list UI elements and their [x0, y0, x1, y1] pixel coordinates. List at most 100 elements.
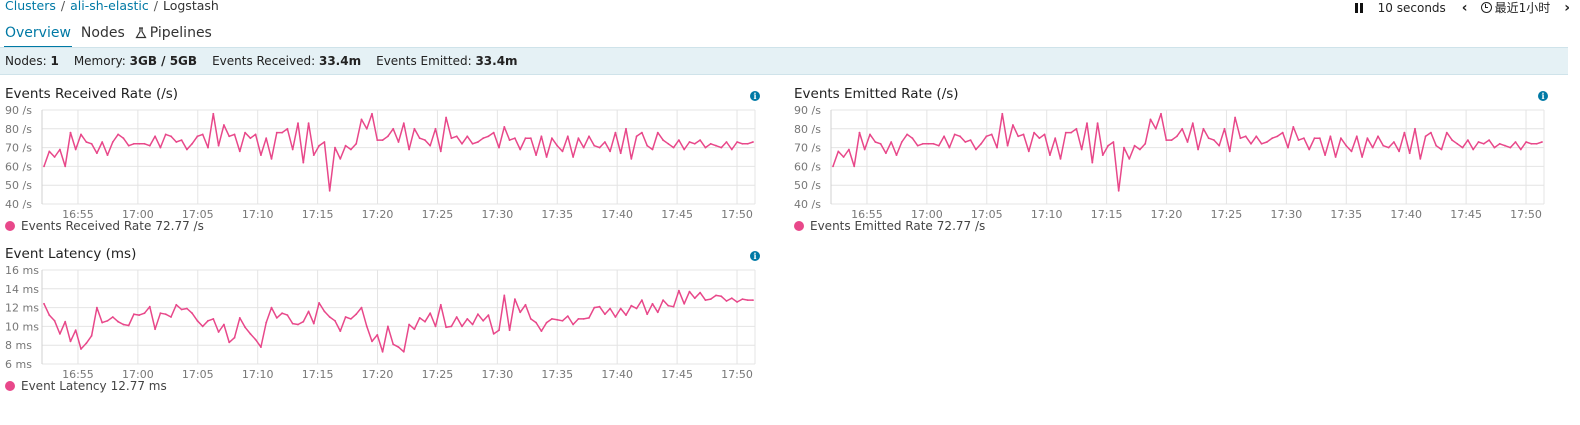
- chevron-left-icon[interactable]: ‹: [1461, 0, 1468, 16]
- data-point: [572, 156, 574, 158]
- data-point: [678, 289, 680, 292]
- data-point: [492, 131, 495, 134]
- refresh-interval[interactable]: 10 seconds: [1377, 0, 1446, 15]
- data-point: [159, 312, 162, 315]
- data-point: [498, 329, 500, 332]
- info-icon[interactable]: i: [750, 251, 760, 261]
- data-point: [106, 154, 109, 156]
- data-point: [566, 315, 569, 317]
- data-point: [297, 122, 299, 125]
- data-point: [1535, 142, 1538, 145]
- data-point: [265, 137, 268, 140]
- data-point: [1324, 154, 1326, 156]
- data-point: [434, 127, 437, 130]
- chevron-right-icon[interactable]: ›: [1564, 0, 1570, 16]
- data-point: [471, 142, 474, 145]
- data-point: [1054, 137, 1057, 140]
- breadcrumb-separator: /: [60, 0, 66, 13]
- stat-events-received: Events Received: 33.4m: [212, 54, 362, 68]
- tab-pipelines[interactable]: Pipelines: [130, 22, 217, 44]
- data-point: [64, 165, 67, 168]
- tab-pipelines-label: Pipelines: [149, 25, 212, 41]
- chart-legend[interactable]: Events Received Rate 72.77 /s: [5, 219, 204, 233]
- data-point: [48, 150, 51, 153]
- data-point: [482, 137, 485, 140]
- data-point: [154, 328, 157, 331]
- data-point: [604, 313, 606, 316]
- data-point: [641, 299, 643, 301]
- data-point: [1419, 158, 1422, 160]
- data-point: [392, 127, 395, 130]
- data-point: [466, 318, 469, 320]
- data-point: [885, 152, 887, 155]
- tab-overview[interactable]: Overview: [0, 22, 76, 48]
- data-point: [111, 316, 114, 318]
- data-point: [948, 146, 951, 149]
- data-point: [53, 156, 56, 158]
- data-point: [96, 306, 98, 309]
- clock-icon: [1480, 2, 1492, 13]
- data-point: [159, 146, 162, 149]
- data-point: [1387, 146, 1390, 149]
- chart-legend[interactable]: Events Emitted Rate 72.77 /s: [794, 219, 985, 233]
- data-point: [985, 135, 988, 138]
- data-point: [249, 137, 252, 140]
- data-point: [1504, 144, 1506, 147]
- data-point: [117, 320, 119, 323]
- data-point: [254, 133, 257, 136]
- data-point: [318, 144, 320, 147]
- data-point: [630, 158, 633, 160]
- breadcrumb-clusters-link[interactable]: Clusters: [5, 0, 56, 13]
- data-point: [1144, 142, 1147, 145]
- breadcrumb-current: Logstash: [162, 0, 219, 13]
- x-tick-label: 16:55: [851, 208, 883, 221]
- data-point: [312, 154, 315, 156]
- chart-panel-events-emitted: Events Emitted Rate (/s) i 40 /s 50 /s 60 …: [794, 85, 1554, 235]
- data-point: [355, 142, 358, 145]
- data-point: [1408, 152, 1411, 155]
- data-point: [170, 135, 172, 138]
- tab-nodes[interactable]: Nodes: [80, 25, 125, 41]
- breadcrumb-cluster-link[interactable]: ali-sh-elastic: [70, 0, 149, 13]
- data-point: [1250, 142, 1252, 145]
- data-point: [397, 141, 400, 143]
- data-point: [85, 141, 88, 143]
- info-icon[interactable]: i: [750, 91, 760, 101]
- data-point: [498, 146, 500, 149]
- data-point: [387, 325, 389, 328]
- chart-legend[interactable]: Event Latency 12.77 ms: [5, 379, 167, 393]
- pause-icon[interactable]: [1354, 2, 1363, 13]
- data-point: [270, 158, 273, 160]
- data-point: [1445, 131, 1448, 134]
- data-point: [376, 334, 379, 336]
- data-point: [545, 156, 548, 158]
- data-point: [1075, 127, 1078, 130]
- data-point: [927, 142, 930, 145]
- data-point: [1297, 139, 1300, 141]
- data-point: [387, 135, 389, 138]
- data-point: [1281, 131, 1284, 134]
- data-point: [561, 150, 564, 153]
- data-point: [911, 137, 914, 140]
- chart-title: Events Received Rate (/s): [5, 86, 179, 102]
- info-icon[interactable]: i: [1538, 91, 1548, 101]
- data-point: [529, 318, 532, 320]
- data-point: [906, 133, 908, 136]
- data-point: [1255, 135, 1258, 138]
- data-point: [180, 308, 183, 311]
- data-point: [1482, 142, 1485, 145]
- data-point: [646, 313, 649, 316]
- time-range-picker[interactable]: 最近1小时: [1494, 1, 1551, 15]
- data-point: [154, 135, 157, 138]
- data-point: [524, 303, 527, 306]
- data-point: [879, 142, 882, 145]
- data-point: [1160, 112, 1162, 115]
- data-point: [969, 139, 972, 141]
- y-tick-label: 70 /s: [794, 142, 821, 155]
- data-point: [503, 126, 506, 128]
- data-point: [1541, 141, 1543, 143]
- data-point: [1070, 131, 1072, 134]
- data-point: [122, 323, 125, 326]
- data-point: [238, 317, 241, 319]
- data-point: [604, 141, 606, 143]
